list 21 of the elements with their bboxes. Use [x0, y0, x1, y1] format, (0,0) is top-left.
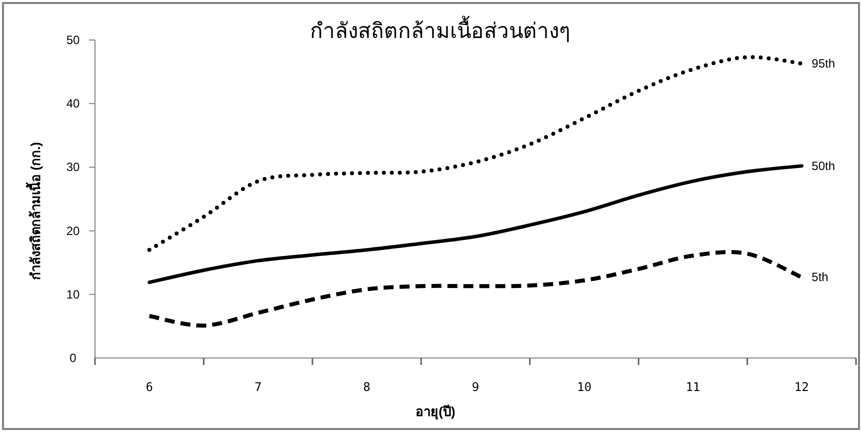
x-tick-label: 11 — [686, 380, 700, 394]
y-tick-label: 10 — [66, 287, 80, 302]
x-tick-label: 8 — [363, 380, 370, 394]
y-axis-title: กำลังสถิตกล้ามเนื้อ (กก.) — [25, 142, 43, 280]
series-label: 50th — [812, 158, 835, 173]
x-tick-label: 6 — [146, 380, 153, 394]
y-tick-label: 50 — [66, 33, 80, 47]
x-tick-label: 9 — [472, 380, 480, 394]
chart-title: กำลังสถิตกล้ามเนื้อส่วนต่างๆ — [310, 16, 570, 43]
y-tick-label: 30 — [66, 160, 80, 174]
y-tick-label: 0 — [70, 351, 77, 365]
x-tick-label: 12 — [794, 380, 809, 394]
y-tick-label: 40 — [66, 96, 80, 111]
y-tick-label: 20 — [66, 224, 80, 238]
series-label: 5th — [812, 270, 828, 284]
x-tick-label: 10 — [576, 380, 592, 394]
line-series — [148, 164, 804, 284]
x-tick-label: 7 — [254, 380, 262, 394]
x-axis-title: อายุ(ปี) — [416, 404, 456, 420]
line-series — [147, 55, 804, 252]
series-label: 95th — [812, 56, 835, 71]
